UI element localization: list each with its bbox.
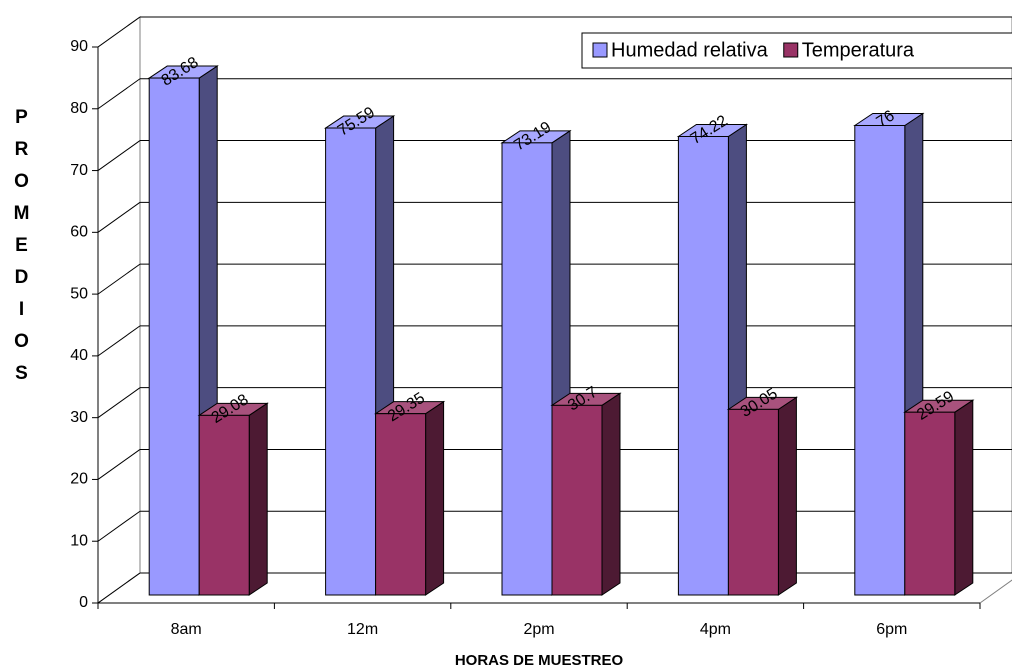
y-tick-label: 60 [70, 224, 88, 241]
x-tick-label: 4pm [700, 621, 731, 638]
legend-label: Humedad relativa [611, 39, 769, 61]
bar-front [854, 124, 906, 596]
bar-side [777, 396, 797, 596]
bar-front [148, 77, 200, 596]
grid-line-side [97, 449, 141, 480]
bar-side [425, 400, 445, 596]
side-wall [97, 16, 141, 604]
bar [550, 392, 622, 596]
bar-front [551, 404, 603, 596]
bar-front [501, 142, 553, 596]
y-tick-label: 80 [70, 100, 88, 117]
bar [726, 396, 799, 596]
y-tick-label: 50 [70, 285, 88, 302]
bar-side [954, 399, 974, 596]
legend-swatch [592, 42, 608, 58]
bar-side [248, 402, 268, 596]
grid-line-side [97, 325, 141, 357]
grid-line-side [97, 572, 141, 604]
bar-front [677, 135, 729, 596]
grid-line-side [97, 263, 141, 295]
grid-line [97, 16, 1012, 48]
y-tick-label: 40 [70, 347, 88, 364]
x-tick-label: 12m [347, 621, 378, 638]
y-tick-label: 30 [70, 409, 88, 426]
x-tick-label: 2pm [523, 621, 554, 638]
x-tick-label: 8am [171, 621, 202, 638]
legend-swatch [783, 42, 799, 58]
grid-line-side [97, 140, 141, 171]
grid-line-side [97, 16, 141, 48]
bar-front [325, 127, 377, 596]
data-label: 76 [874, 107, 898, 131]
y-axis-title: PROMEDIOS [11, 107, 32, 395]
grid-line-side [97, 510, 141, 542]
y-tick-label: 20 [70, 471, 88, 488]
bar [373, 400, 446, 596]
legend-label: Temperatura [802, 39, 915, 61]
bar-front [727, 408, 779, 596]
y-tick-label: 0 [79, 594, 88, 611]
x-axis-title: HORAS DE MUESTREO [455, 652, 624, 669]
bar [197, 402, 269, 596]
x-tick-label: 6pm [876, 621, 907, 638]
grid-line-side [97, 387, 141, 419]
bar-front [198, 414, 250, 596]
bar [903, 399, 975, 596]
bar-side [601, 392, 621, 596]
grid-line-side [97, 201, 141, 233]
bar-front [904, 411, 956, 596]
y-tick-label: 70 [70, 162, 88, 179]
y-tick-label: 10 [70, 532, 88, 549]
grid-line-side [97, 78, 141, 110]
grid-line [97, 78, 1012, 110]
y-tick-label: 90 [70, 38, 88, 55]
bar-front [375, 413, 427, 596]
